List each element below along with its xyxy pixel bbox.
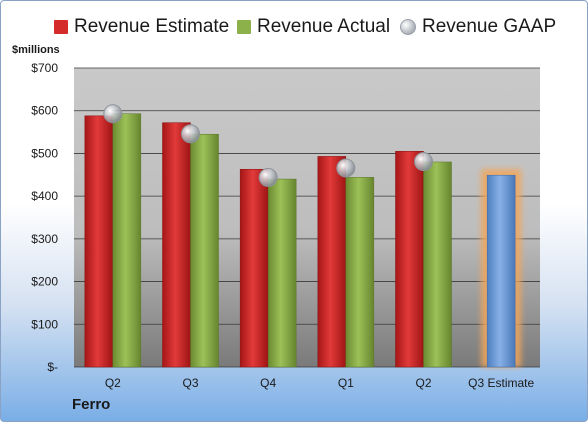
bar-revenue-estimate: [395, 151, 424, 368]
legend-marker-revenue-gaap: [400, 19, 416, 35]
y-tick-label: $600: [31, 104, 58, 118]
company-name: Ferro: [72, 396, 111, 413]
legend-swatch-revenue-estimate: [54, 20, 68, 34]
legend-label-revenue-estimate: Revenue Estimate: [74, 16, 230, 37]
y-tick-label: $700: [31, 61, 58, 75]
marker-revenue-gaap: [103, 104, 123, 124]
x-tick-label: Q2: [415, 376, 431, 390]
bar-q3-estimate: [486, 174, 516, 368]
y-axis-label: $millions: [12, 44, 60, 56]
x-tick-label: Q3 Estimate: [468, 376, 534, 390]
x-tick-label: Q2: [105, 376, 121, 390]
marker-revenue-gaap: [336, 158, 356, 178]
x-tick-label: Q4: [260, 376, 276, 390]
legend-label-revenue-gaap: Revenue GAAP: [422, 16, 557, 37]
x-axis-ticks: Q2 Q3 Q4 Q1 Q2 Q3 Estimate: [105, 376, 535, 390]
marker-revenue-gaap: [181, 124, 200, 144]
x-tick-label: Q1: [338, 376, 354, 390]
y-tick-label: $400: [31, 189, 58, 203]
y-axis-ticks: $- $100 $200 $300 $400 $500 $600 $700: [31, 61, 58, 374]
y-tick-label: $300: [31, 232, 58, 246]
legend-item-revenue-gaap: Revenue GAAP: [400, 16, 556, 38]
bar-revenue-estimate: [162, 122, 191, 368]
bar-revenue-actual: [345, 177, 375, 368]
gaap-markers: [103, 104, 433, 187]
bar-revenue-estimate: [239, 168, 269, 368]
bar-revenue-estimate: [84, 115, 114, 368]
y-tick-label: $200: [31, 275, 58, 289]
bar-revenue-actual: [190, 133, 219, 368]
y-tick-label: $100: [31, 317, 58, 331]
bar-revenue-actual: [267, 178, 297, 368]
legend-label-revenue-actual: Revenue Actual: [257, 16, 391, 37]
marker-revenue-gaap: [258, 167, 278, 187]
bar-revenue-actual: [112, 113, 142, 368]
gridlines: [74, 67, 540, 368]
bar-revenue-estimate: [317, 156, 347, 368]
bar-revenue-actual: [423, 161, 452, 368]
legend-item-revenue-actual: Revenue Actual: [237, 16, 390, 38]
x-tick-label: Q3: [182, 376, 198, 390]
legend-swatch-revenue-actual: [237, 20, 251, 34]
marker-revenue-gaap: [414, 152, 433, 172]
plot-background: [74, 68, 540, 367]
y-tick-label: $500: [31, 146, 58, 160]
legend: Revenue Estimate Revenue Actual Revenue …: [0, 16, 588, 42]
legend-item-revenue-estimate: Revenue Estimate: [54, 16, 229, 38]
y-tick-label: $-: [47, 360, 58, 374]
bars: [84, 113, 522, 368]
